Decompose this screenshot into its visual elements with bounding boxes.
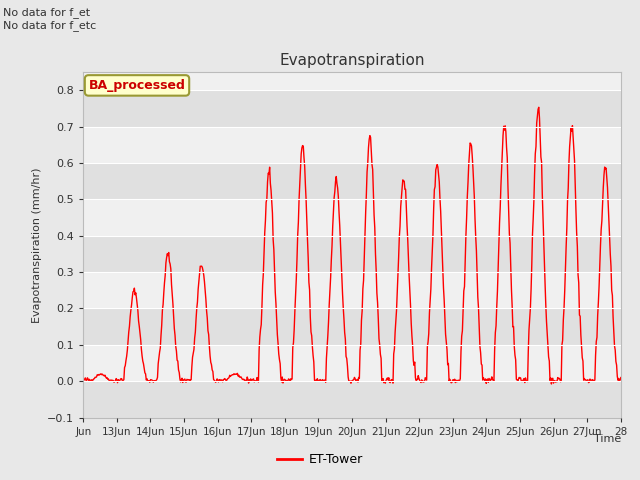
Y-axis label: Evapotranspiration (mm/hr): Evapotranspiration (mm/hr) bbox=[31, 167, 42, 323]
Text: No data for f_etc: No data for f_etc bbox=[3, 20, 97, 31]
Text: No data for f_et: No data for f_et bbox=[3, 7, 90, 18]
Legend: ET-Tower: ET-Tower bbox=[272, 448, 368, 471]
Text: BA_processed: BA_processed bbox=[88, 79, 186, 92]
Bar bbox=[83, 163, 621, 199]
Bar bbox=[83, 381, 621, 418]
Text: Time: Time bbox=[593, 434, 621, 444]
Title: Evapotranspiration: Evapotranspiration bbox=[279, 53, 425, 68]
Bar bbox=[83, 309, 621, 345]
Bar bbox=[83, 90, 621, 127]
Bar bbox=[83, 236, 621, 272]
